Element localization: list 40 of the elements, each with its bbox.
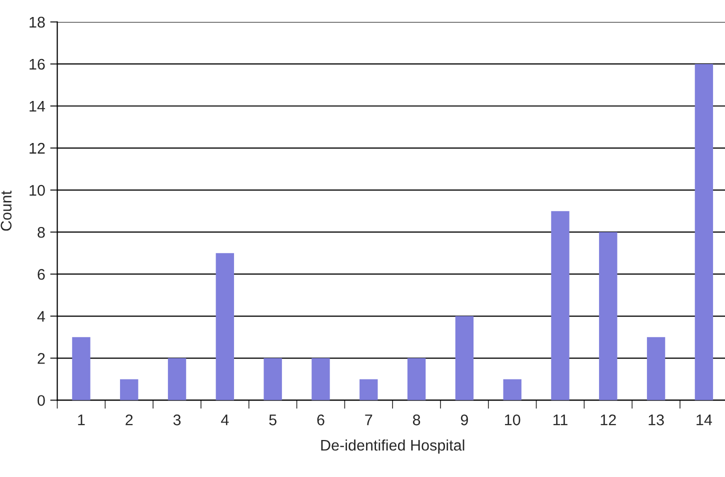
- x-tick-label: 14: [696, 414, 712, 426]
- x-tick-label: 8: [412, 414, 420, 426]
- y-tick-label: 10: [30, 184, 45, 196]
- bar: [72, 337, 90, 400]
- bar: [503, 379, 522, 400]
- bar: [168, 358, 186, 400]
- y-tick-label: 4: [37, 311, 46, 322]
- x-tick-label: 6: [317, 414, 324, 426]
- y-tick-label: 8: [38, 226, 45, 238]
- y-tick-label: 18: [30, 16, 45, 28]
- bar: [694, 64, 714, 400]
- y-tick-label: 16: [30, 58, 45, 70]
- x-tick-label: 3: [173, 414, 181, 426]
- x-tick-label: 9: [460, 414, 468, 426]
- x-tick-label: 12: [600, 414, 616, 426]
- bar: [312, 358, 330, 400]
- y-axis-title: Count: [0, 190, 12, 231]
- bar: [264, 358, 282, 400]
- bar: [120, 379, 138, 400]
- x-axis-title: De-identified Hospital: [321, 439, 464, 454]
- x-tick-label: 4: [221, 414, 229, 426]
- y-tick-label: 0: [38, 395, 45, 406]
- bar: [216, 253, 234, 400]
- x-tick-label: 5: [269, 414, 276, 426]
- y-tick-label: 14: [30, 101, 46, 112]
- x-tick-label: 1: [78, 414, 85, 426]
- x-tick-label: 10: [505, 414, 520, 426]
- y-tick-label: 2: [38, 353, 45, 364]
- x-tick-label: 2: [126, 414, 133, 426]
- x-tick-label: 11: [553, 414, 568, 426]
- x-tick-label: 13: [648, 414, 664, 426]
- bar: [407, 358, 426, 400]
- bar: [599, 232, 618, 400]
- bar: [455, 316, 474, 400]
- y-tick-label: 6: [38, 268, 45, 280]
- x-tick-label: 7: [365, 414, 372, 426]
- bar: [551, 211, 570, 400]
- y-tick-label: 12: [30, 142, 45, 154]
- bar: [360, 379, 378, 400]
- bar: [646, 337, 666, 400]
